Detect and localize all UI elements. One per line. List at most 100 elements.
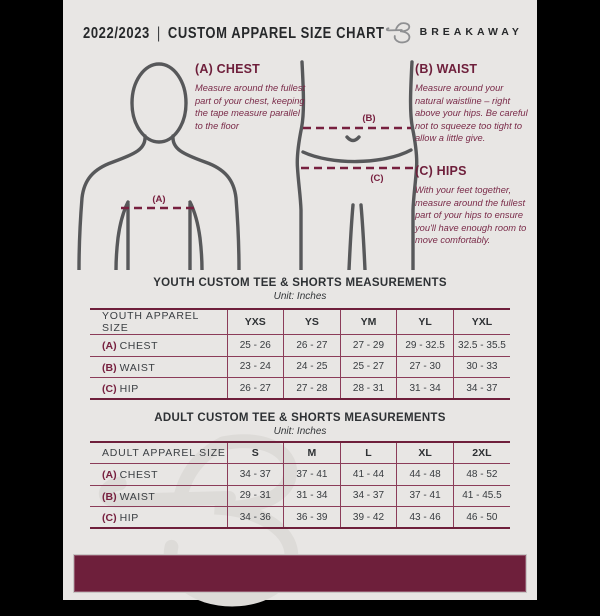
adult-chest-text: CHEST [119, 469, 159, 482]
youth-hip-prefix: (C) [102, 383, 117, 396]
right-inner-leg-line [359, 203, 367, 270]
waist-name: WAIST [436, 62, 478, 76]
table-cell: 27 - 29 [339, 334, 397, 357]
youth-col-yxs: YXS [226, 309, 284, 335]
lower-body-diagram: (B) (C) [295, 60, 419, 270]
adult-col-m: M [283, 442, 341, 464]
youth-hip-text: HIP [119, 383, 139, 396]
adult-chest-label: (A) CHEST [90, 464, 227, 486]
table-cell: 37 - 41 [283, 463, 341, 486]
adult-size-col-header: ADULT APPAREL SIZE [102, 447, 226, 460]
waist-instructions: (B) WAIST Measure around your natural wa… [415, 62, 529, 145]
youth-waist-prefix: (B) [102, 361, 117, 374]
adult-header-row: ADULT APPAREL SIZE S M L XL 2XL [90, 442, 510, 464]
table-cell: 27 - 30 [396, 356, 454, 378]
chest-key: (A) [195, 62, 213, 76]
hips-key: (C) [415, 164, 433, 178]
adult-col-2xl: 2XL [452, 442, 510, 464]
table-cell: 30 - 33 [452, 356, 510, 378]
header: 2022/2023 | CUSTOM APPAREL SIZE CHART BREA… [83, 18, 522, 46]
adult-col-s: S [226, 442, 284, 464]
chest-name: CHEST [216, 62, 261, 76]
left-armpit-line [114, 200, 130, 270]
table-cell: 41 - 45.5 [452, 485, 510, 507]
table-cell: 25 - 26 [226, 334, 284, 357]
page-title: 2022/2023 | CUSTOM APPAREL SIZE CHART [83, 23, 385, 41]
left-inner-leg-line [347, 203, 355, 270]
youth-size-table: YOUTH APPAREL SIZE YXS YS YM YL YXL (A) C… [90, 308, 510, 401]
youth-chest-row: (A) CHEST 25 - 26 26 - 27 27 - 29 29 - 32… [90, 334, 510, 357]
table-cell: 39 - 42 [339, 506, 397, 529]
adult-waist-row: (B) WAIST 29 - 31 31 - 34 34 - 37 37 - 41… [90, 485, 510, 507]
table-cell: 32.5 - 35.5 [452, 334, 510, 357]
adult-table-unit: Unit: Inches [273, 426, 327, 437]
chest-instructions: (A) CHEST Measure around the fullest par… [195, 62, 307, 132]
table-cell: 34 - 36 [226, 506, 284, 529]
upper-body-diagram: (A) [77, 62, 241, 270]
table-cell: 29 - 31 [226, 485, 284, 507]
size-chart-page: 2022/2023 | CUSTOM APPAREL SIZE CHART BREA… [63, 0, 537, 607]
table-cell: 36 - 39 [283, 506, 341, 529]
youth-chest-prefix: (A) [102, 340, 117, 353]
adult-size-table: ADULT APPAREL SIZE S M L XL 2XL (A) CHEST… [90, 441, 510, 530]
chest-line-label: (A) [152, 194, 165, 205]
right-armpit-line [188, 200, 204, 270]
adult-waist-prefix: (B) [102, 490, 117, 503]
waist-line-label: (B) [362, 113, 375, 124]
breakaway-logo-icon [385, 21, 410, 43]
adult-table-title: ADULT CUSTOM TEE & SHORTS MEASUREMENTS [154, 412, 446, 424]
table-cell: 44 - 48 [396, 463, 454, 486]
table-cell: 34 - 37 [226, 463, 284, 486]
hips-description: With your feet together, measure around … [415, 185, 527, 246]
youth-table-title: YOUTH CUSTOM TEE & SHORTS MEASUREMENTS [153, 277, 447, 289]
head-outline [130, 62, 188, 144]
hips-heading: (C) HIPS [415, 164, 535, 178]
table-cell: 29 - 32.5 [396, 334, 454, 357]
navel-mark [345, 135, 361, 143]
table-cell: 28 - 31 [339, 377, 397, 400]
youth-chest-text: CHEST [119, 340, 159, 353]
adult-hip-text: HIP [119, 512, 139, 525]
youth-col-ys: YS [283, 309, 341, 335]
waist-heading: (B) WAIST [415, 62, 529, 76]
waist-key: (B) [415, 62, 433, 76]
table-cell: 27 - 28 [283, 377, 341, 400]
youth-waist-text: WAIST [119, 361, 156, 374]
brand: BREAKAWAY [385, 20, 523, 45]
adult-col-xl: XL [396, 442, 454, 464]
right-shoulder-arm-outline [171, 134, 241, 270]
youth-col-yl: YL [396, 309, 454, 335]
table-cell: 34 - 37 [452, 377, 510, 400]
adult-waist-label: (B) WAIST [90, 485, 227, 507]
adult-hip-prefix: (C) [102, 512, 117, 525]
adult-hip-label: (C) HIP [90, 507, 227, 529]
table-cell: 24 - 25 [283, 356, 341, 378]
youth-hip-label: (C) HIP [90, 378, 227, 400]
header-year: 2022/2023 [83, 23, 150, 41]
hip-crease-line [301, 148, 413, 164]
adult-chest-row: (A) CHEST 34 - 37 37 - 41 41 - 44 44 - 48… [90, 463, 510, 486]
header-divider: | [156, 23, 161, 41]
table-cell: 25 - 27 [339, 356, 397, 378]
table-cell: 34 - 37 [339, 485, 397, 507]
table-cell: 31 - 34 [396, 377, 454, 400]
table-cell: 26 - 27 [226, 377, 284, 400]
table-cell: 41 - 44 [339, 463, 397, 486]
adult-waist-text: WAIST [119, 490, 156, 503]
youth-header-row: YOUTH APPAREL SIZE YXS YS YM YL YXL [90, 309, 510, 335]
youth-hip-row: (C) HIP 26 - 27 27 - 28 28 - 31 31 - 34 3… [90, 377, 510, 400]
table-cell: 48 - 52 [452, 463, 510, 486]
table-cell: 23 - 24 [226, 356, 284, 378]
adult-col-l: L [339, 442, 397, 464]
table-cell: 31 - 34 [283, 485, 341, 507]
hips-name: HIPS [436, 164, 467, 178]
youth-waist-label: (B) WAIST [90, 356, 227, 378]
table-cell: 26 - 27 [283, 334, 341, 357]
hips-instructions: (C) HIPS With your feet together, measur… [415, 164, 535, 247]
left-shoulder-arm-outline [77, 134, 147, 270]
adult-hip-row: (C) HIP 34 - 36 36 - 39 39 - 42 43 - 46 4… [90, 506, 510, 529]
table-cell: 37 - 41 [396, 485, 454, 507]
youth-size-col-header: YOUTH APPAREL SIZE [102, 310, 199, 334]
footer-bar [73, 554, 527, 593]
brand-name: BREAKAWAY [419, 26, 523, 38]
